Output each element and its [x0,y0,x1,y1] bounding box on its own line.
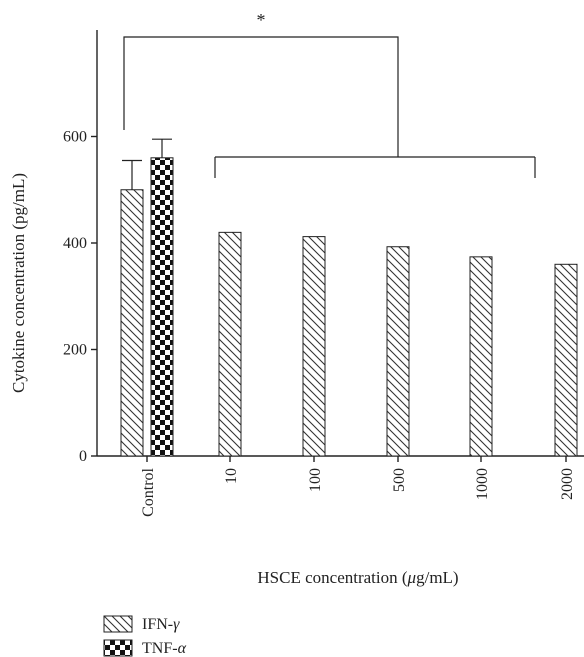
x-tick-label: 100 [307,468,324,492]
legend-label-tnf-greek: α [178,640,187,657]
bar [469,256,493,457]
tick-labels: 0 200 400 600 Control 10 100 500 1000 2000 [63,129,576,517]
x-axis-label-mu: μ [407,568,417,587]
x-tick-label: 1000 [474,468,491,500]
legend-label-ifn-greek: γ [173,616,180,633]
legend-label-ifn: IFN-γ [142,616,180,633]
y-tick-label: 0 [79,448,87,465]
error-bars [122,138,172,190]
y-tick-label: 200 [63,342,87,359]
legend-swatch-tnf [103,639,133,657]
legend-swatch-ifn [103,615,133,633]
x-axis-label: HSCE concentration (μg/mL) [257,568,458,587]
bar [302,236,326,457]
x-axis-label-suffix: g/mL) [416,568,459,587]
y-axis-label: Cytokine concentration (pg/mL) [9,173,28,393]
significance-marker: * [257,10,266,30]
significance-bracket [123,36,399,157]
bar [386,246,410,457]
x-tick-label: 500 [391,468,408,492]
legend-label-tnf-prefix: TNF- [142,640,178,657]
bar [218,231,242,457]
x-tick-label: Control [140,467,157,516]
legend: IFN-γ TNF-α [103,615,187,657]
bars [120,157,578,457]
axes [91,30,584,462]
x-tick-label: 2000 [559,468,576,500]
bar [120,189,144,457]
y-tick-label: 400 [63,235,87,252]
legend-label-ifn-prefix: IFN- [142,616,173,633]
bar [150,157,174,457]
x-axis-label-prefix: HSCE concentration ( [257,568,407,587]
y-tick-label: 600 [63,129,87,146]
significance-brackets: * [123,10,536,178]
legend-label-tnf: TNF-α [142,640,187,657]
x-tick-label: 10 [223,468,240,484]
bar [554,263,578,457]
